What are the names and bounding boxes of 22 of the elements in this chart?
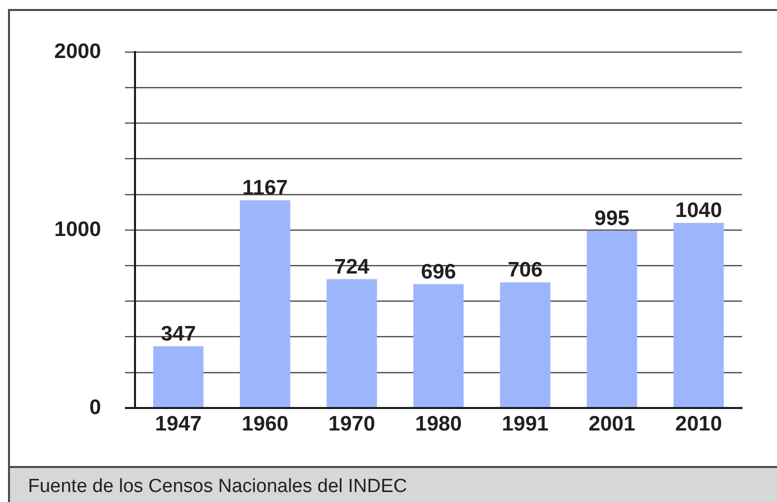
y-tick-label: 0 (89, 396, 101, 419)
x-tick-label: 1947 (155, 412, 202, 436)
bar (326, 279, 377, 407)
y-tick-label: 2000 (54, 40, 101, 63)
data-label: 696 (420, 260, 456, 284)
x-tick-label: 2001 (588, 412, 636, 436)
x-tick-label: 2010 (675, 412, 722, 436)
data-label: 1167 (242, 176, 288, 200)
x-tick-label: 1970 (328, 412, 376, 436)
source-note: Fuente de los Censos Nacionales del INDEC (28, 476, 408, 498)
data-label: 995 (594, 207, 630, 230)
x-tick-label: 1960 (242, 412, 288, 436)
bar (153, 346, 204, 407)
x-tick-label: 1980 (415, 412, 462, 436)
bar (500, 282, 550, 407)
bar (413, 284, 464, 407)
bar (586, 230, 638, 407)
bar (673, 222, 724, 407)
bar (240, 200, 290, 407)
y-tick-label: 1000 (54, 218, 101, 241)
x-tick-label: 1991 (502, 412, 549, 436)
data-label: 1040 (675, 199, 722, 222)
